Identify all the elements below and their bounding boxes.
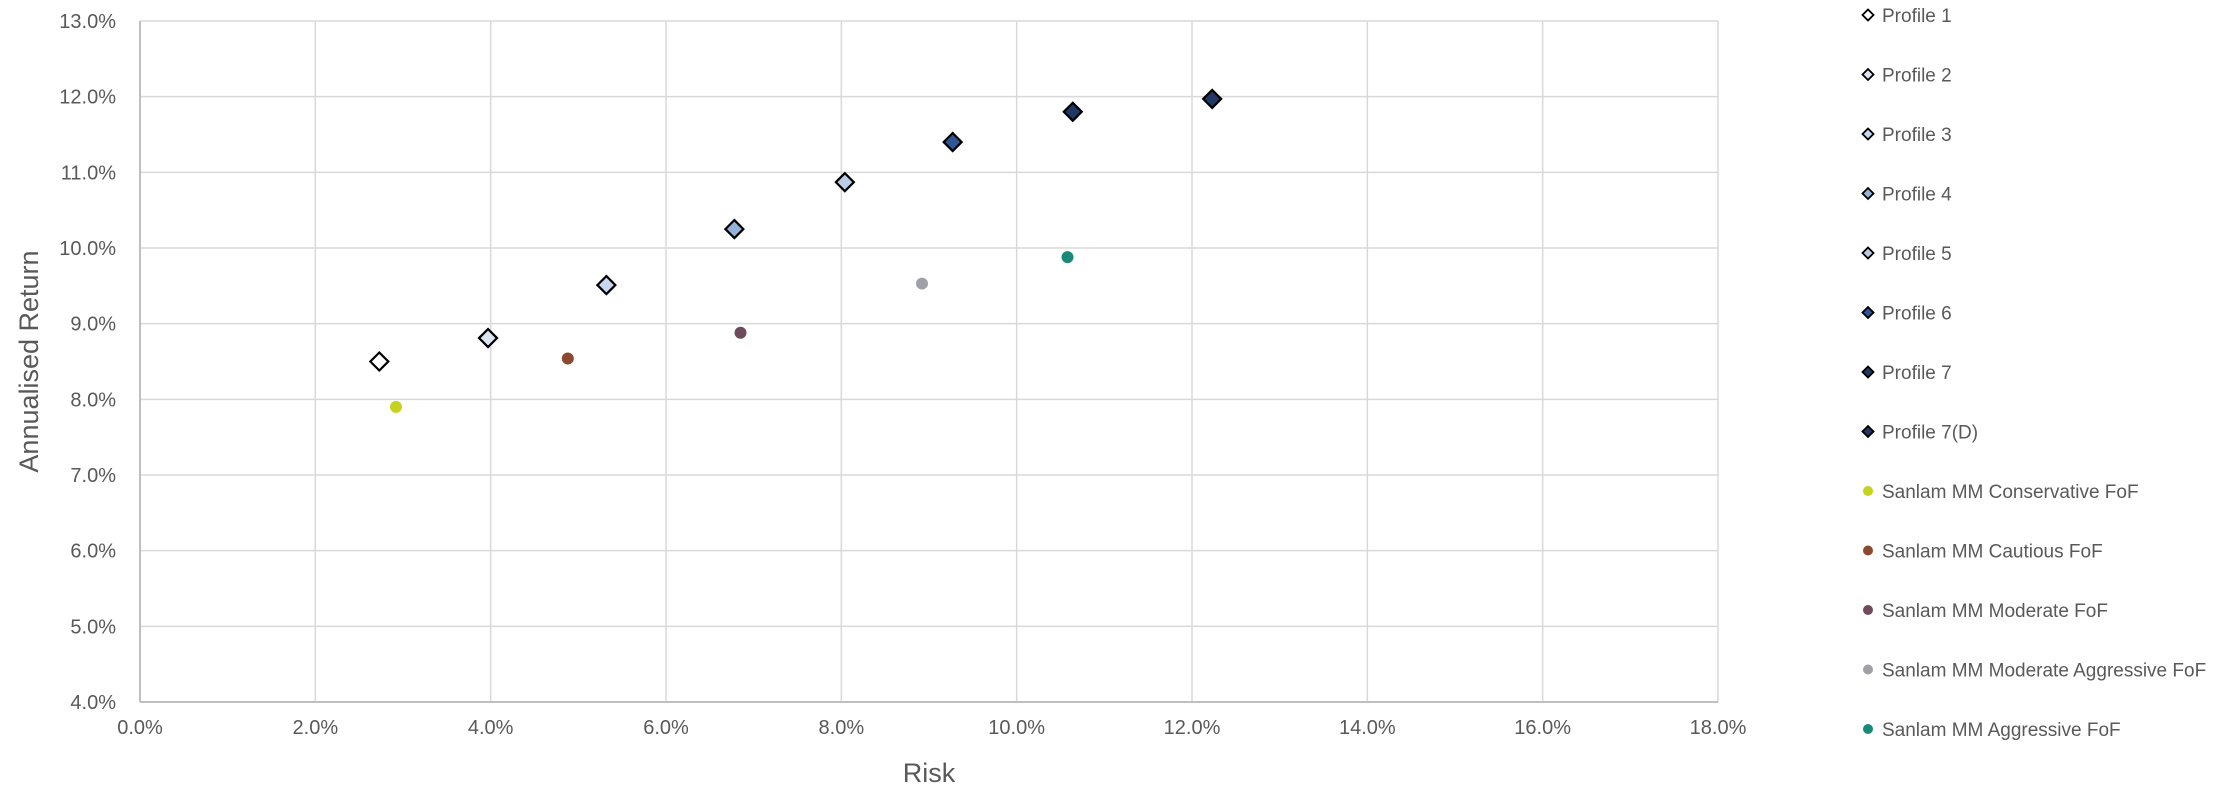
x-tick-label: 4.0%: [468, 717, 514, 739]
x-tick-label: 16.0%: [1514, 717, 1571, 739]
legend-marker-diamond: [1861, 186, 1875, 201]
legend-label: Profile 2: [1882, 66, 1952, 87]
legend-marker-diamond: [1861, 424, 1875, 439]
y-tick-label: 9.0%: [70, 314, 116, 336]
x-axis-title: Risk: [903, 758, 956, 788]
legend-label: Profile 7: [1882, 363, 1952, 384]
y-axis-title: Annualised Return: [14, 250, 44, 472]
y-tick-label: 6.0%: [70, 541, 116, 563]
x-tick-label: 8.0%: [819, 717, 865, 739]
legend-label: Profile 7(D): [1882, 423, 1978, 444]
legend-marker-diamond: [1861, 246, 1875, 260]
y-tick-label: 12.0%: [59, 87, 116, 109]
data-point-circle: [1061, 251, 1074, 264]
legend-marker-diamond: [1861, 365, 1875, 379]
legend-marker-diamond: [1861, 305, 1875, 320]
data-points: [368, 88, 1223, 413]
legend-marker-diamond: [1861, 67, 1875, 82]
data-point-diamond: [1201, 88, 1223, 110]
legend-label: Sanlam MM Conservative FoF: [1882, 482, 2139, 503]
data-point-diamond: [477, 327, 499, 349]
x-tick-label: 12.0%: [1164, 717, 1221, 739]
data-point-diamond: [834, 171, 856, 193]
legend-marker-circle: [1863, 664, 1873, 675]
legend-label: Sanlam MM Moderate Aggressive FoF: [1882, 661, 2206, 682]
y-tick-label: 8.0%: [70, 389, 116, 411]
data-point-circle: [389, 400, 402, 413]
legend-label: Sanlam MM Cautious FoF: [1882, 542, 2103, 563]
legend-label: Profile 5: [1882, 244, 1952, 265]
axes: [139, 21, 1718, 703]
legend-label: Profile 1: [1882, 6, 1952, 27]
y-tick-label: 13.0%: [59, 11, 116, 33]
legend-marker-diamond: [1861, 8, 1875, 22]
data-point-circle: [734, 326, 747, 339]
x-tick-label: 6.0%: [643, 717, 689, 739]
legend-marker-circle: [1863, 605, 1873, 615]
legend-marker-circle: [1863, 486, 1873, 496]
y-tick-label: 11.0%: [61, 162, 116, 184]
legend-marker-circle: [1863, 724, 1873, 734]
legend-marker-diamond: [1861, 127, 1875, 141]
data-point-diamond: [595, 274, 617, 296]
x-tick-label: 0.0%: [117, 717, 163, 739]
legend-marker-circle: [1863, 545, 1873, 556]
legend-label: Sanlam MM Moderate FoF: [1882, 601, 2108, 622]
tick-labels: 4.0% 5.0% 6.0% 7.0% 8.0% 9.0% 10.0% 11.0% 12.0% 1…: [59, 11, 1746, 739]
x-tick-label: 10.0%: [988, 717, 1045, 739]
legend-label: Profile 3: [1882, 125, 1952, 146]
y-tick-label: 10.0%: [59, 238, 116, 260]
x-tick-label: 18.0%: [1690, 717, 1747, 739]
x-tick-label: 2.0%: [293, 717, 339, 739]
legend-label: Sanlam MM Aggressive FoF: [1882, 720, 2121, 741]
data-point-diamond: [723, 218, 745, 240]
data-point-diamond: [942, 131, 964, 153]
y-tick-label: 5.0%: [70, 616, 116, 638]
legend: Profile 1 Profile 2 Profile 3 Profile 4 Prof…: [1861, 6, 2206, 741]
data-point-diamond: [368, 350, 390, 373]
data-point-diamond: [1062, 101, 1084, 123]
legend-label: Profile 6: [1882, 304, 1952, 325]
data-point-circle: [561, 352, 574, 365]
y-tick-label: 4.0%: [70, 692, 116, 714]
data-point-circle: [915, 277, 928, 290]
x-tick-label: 14.0%: [1339, 717, 1396, 739]
y-tick-label: 7.0%: [70, 465, 116, 487]
legend-label: Profile 4: [1882, 185, 1952, 206]
